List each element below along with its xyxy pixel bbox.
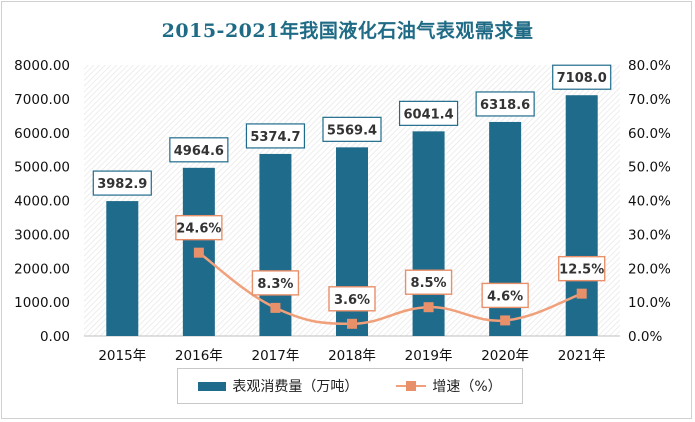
growth-data-label-box [175,214,223,241]
x-tick-label: 2018年 [328,348,376,364]
growth-data-label-box [251,270,300,296]
y-right-tick-label: 10.0% [628,295,671,311]
bar-data-label: 7108.0 [557,71,607,86]
growth-data-label: 8.3% [257,277,293,292]
y-left-tick-label: 6000.00 [14,126,70,142]
growth-marker [193,247,204,258]
growth-marker [576,288,587,299]
y-right-tick-label: 40.0% [628,194,671,210]
growth-data-label-box [328,286,376,312]
bar [565,95,598,337]
growth-data-label-box [558,255,606,282]
growth-marker [347,318,357,329]
legend-line-label: 增速（%） [432,379,502,395]
bar [106,201,139,336]
growth-data-label: 8.5% [411,276,447,291]
legend: 表观消费量（万吨） 增速（%） [177,368,523,404]
growth-data-label: 3.6% [334,293,370,308]
y-left-tick-label: 2000.00 [14,261,70,277]
bar [412,131,445,336]
growth-data-label-box [481,282,529,309]
bar-data-label: 6318.6 [480,98,530,113]
y-left-tick-label: 4000.00 [14,194,70,210]
bar-data-label: 3982.9 [97,177,147,192]
legend-bar-swatch [198,381,227,391]
x-tick-label: 2016年 [175,348,223,364]
x-tick-label: 2017年 [251,348,299,364]
x-tick-label: 2021年 [558,348,606,364]
bar-data-label-box [552,64,612,90]
growth-data-label: 12.5% [559,263,604,278]
y-right-tick-label: 80.0% [628,58,671,74]
y-left-tick-label: 7000.00 [14,92,70,108]
bar-data-label-box [169,137,229,163]
y-right-tick-label: 20.0% [628,261,671,277]
bar-data-label-box [245,123,306,149]
bar-data-label-box [322,116,382,142]
chart-title: 2015-2021年我国液化石油气表观需求量 [161,20,534,42]
legend-item-line: 增速（%） [396,376,502,396]
legend-item-bar: 表观消费量（万吨） [198,376,358,396]
legend-bar-label: 表观消费量（万吨） [232,379,359,395]
y-left-tick-label: 1000.00 [14,295,70,311]
growth-data-label: 24.6% [176,222,221,237]
y-right-tick-label: 70.0% [628,92,671,108]
growth-data-label: 4.6% [487,289,523,304]
growth-marker [270,302,281,313]
legend-line-swatch [396,380,427,392]
bar-data-label-box [398,100,459,126]
y-left-tick-label: 0.00 [40,329,70,345]
bar-data-label: 6041.4 [403,107,453,122]
x-tick-label: 2019年 [405,348,453,364]
growth-data-label-box [404,269,453,295]
bar-data-label: 5569.4 [327,123,377,138]
bar-data-label: 4964.6 [174,144,224,159]
y-right-tick-label: 0.0% [628,329,662,345]
growth-line [198,251,583,326]
growth-marker [423,302,434,313]
y-right-tick-label: 60.0% [628,126,671,142]
y-left-tick-label: 8000.00 [14,58,70,74]
bar-data-label-box [475,91,535,117]
bar-data-label-box [92,170,152,196]
y-left-tick-label: 3000.00 [14,227,70,243]
bar-data-label: 5374.7 [250,130,300,145]
y-right-tick-label: 50.0% [628,160,671,176]
x-tick-label: 2020年 [481,348,529,364]
y-right-tick-label: 30.0% [628,227,671,243]
y-left-tick-label: 5000.00 [14,160,70,176]
growth-marker [500,315,511,326]
x-tick-label: 2015年 [98,348,146,364]
